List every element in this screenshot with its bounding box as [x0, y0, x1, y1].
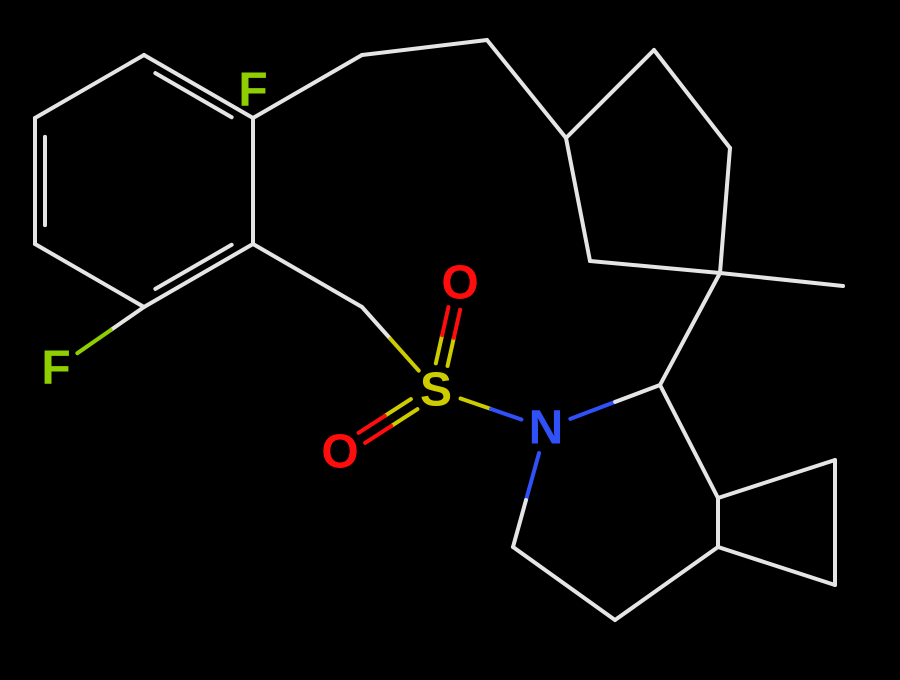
f-atom-label: F [238, 64, 267, 117]
s-atom-label: S [420, 364, 452, 417]
o-atom-label: O [441, 257, 478, 310]
o-atom-label: O [321, 426, 358, 479]
f-atom-label: F [41, 342, 70, 395]
n-atom-label: N [529, 402, 564, 455]
